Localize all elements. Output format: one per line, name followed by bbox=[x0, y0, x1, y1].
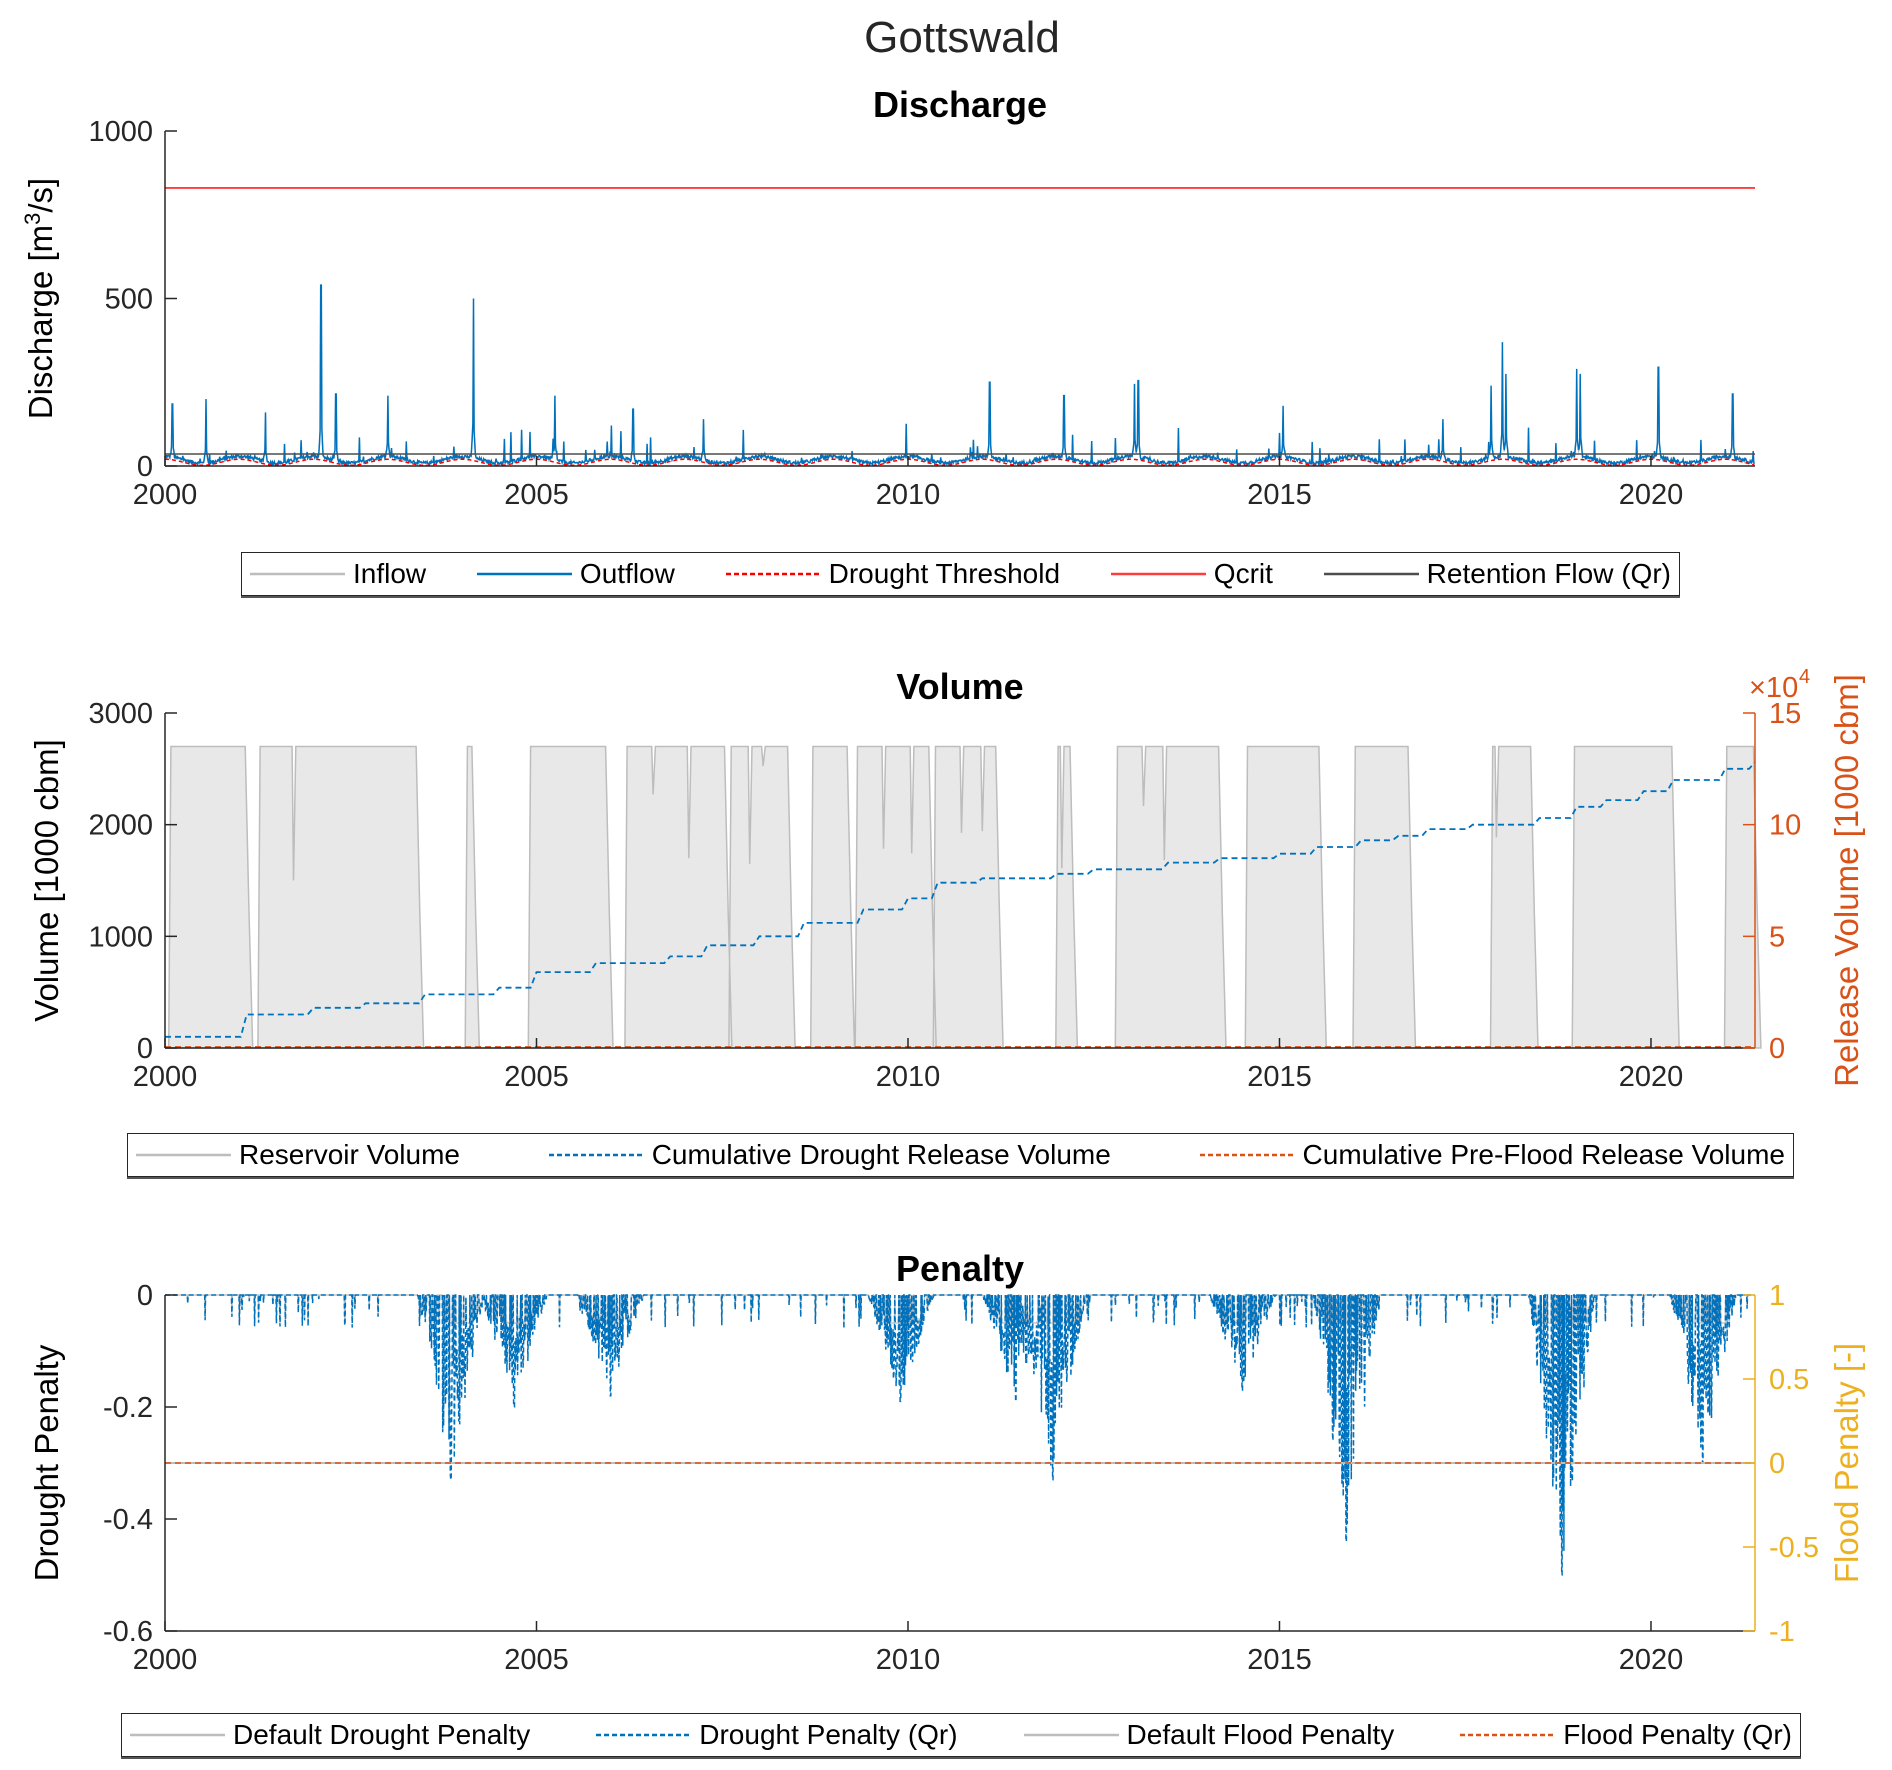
drought-threshold-series bbox=[165, 458, 1755, 467]
y-axis-label: Volume [1000 cbm] bbox=[28, 739, 65, 1022]
y-tick-label: 1000 bbox=[88, 921, 153, 953]
legend-item[interactable]: Default Drought Penalty bbox=[130, 1719, 530, 1751]
x-tick-label: 2000 bbox=[133, 1644, 198, 1676]
legend-label: Retention Flow (Qr) bbox=[1426, 558, 1671, 589]
legend-label: Inflow bbox=[353, 558, 427, 589]
reservoir-volume-area bbox=[165, 745, 1762, 1049]
legend-item[interactable]: Flood Penalty (Qr) bbox=[1460, 1719, 1792, 1751]
right-y-tick-label: 0 bbox=[1769, 1033, 1785, 1065]
legend-label: Cumulative Pre-Flood Release Volume bbox=[1302, 1139, 1785, 1170]
inflow-series bbox=[164, 302, 1755, 468]
right-y-axis-label: Release Volume [1000 cbm] bbox=[1828, 674, 1865, 1087]
y-tick-label: 3000 bbox=[88, 698, 153, 730]
right-y-tick-label: -0.5 bbox=[1769, 1532, 1819, 1564]
drought-penalty-qr-series bbox=[165, 1292, 1755, 1576]
right-y-tick-label: 0.5 bbox=[1769, 1364, 1809, 1396]
legend-line-sample-icon bbox=[1323, 572, 1419, 576]
right-axis-exponent: ×10 bbox=[1749, 672, 1798, 704]
x-tick-label: 2005 bbox=[504, 1644, 569, 1676]
right-y-axis-label: Flood Penalty [-] bbox=[1828, 1343, 1865, 1583]
y-axis-label-sup: 3 bbox=[20, 213, 45, 225]
y-tick-label: 1000 bbox=[88, 116, 153, 148]
x-tick-label: 2000 bbox=[133, 479, 198, 511]
right-axis-exponent-power: 4 bbox=[1799, 666, 1810, 688]
right-y-tick-label: 10 bbox=[1769, 810, 1801, 842]
discharge-legend[interactable]: Inflow Outflow Drought Threshold Qcrit Reten… bbox=[241, 552, 1680, 596]
y-tick-label: 0 bbox=[137, 1033, 153, 1065]
right-y-tick-label: 5 bbox=[1769, 921, 1785, 953]
right-y-tick-label: 0 bbox=[1769, 1448, 1785, 1480]
y-tick-label: -0.6 bbox=[103, 1616, 153, 1648]
legend-label: Default Flood Penalty bbox=[1126, 1719, 1395, 1750]
x-tick-label: 2015 bbox=[1247, 1061, 1312, 1093]
y-tick-label: 500 bbox=[105, 284, 153, 316]
axes-title: Discharge bbox=[873, 84, 1047, 125]
y-tick-label: 2000 bbox=[88, 810, 153, 842]
x-tick-label: 2010 bbox=[876, 479, 941, 511]
x-tick-label: 2020 bbox=[1619, 479, 1684, 511]
y-tick-label: 0 bbox=[137, 451, 153, 483]
volume-axes: Volume 2000 2005 2010 2015 2020 0 1000 2000 3000 0… bbox=[28, 666, 1865, 1093]
penalty-legend[interactable]: Default Drought Penalty Drought Penalty (… bbox=[121, 1713, 1801, 1757]
legend-line-sample-icon bbox=[1199, 1153, 1295, 1157]
legend-item[interactable]: Drought Penalty (Qr) bbox=[596, 1719, 958, 1751]
legend-label: Flood Penalty (Qr) bbox=[1563, 1719, 1792, 1750]
discharge-axes: Discharge 2000 2005 2010 2015 2020 0 500 1000 Dis… bbox=[20, 84, 1756, 511]
volume-legend[interactable]: Reservoir Volume Cumulative Drought Relea… bbox=[127, 1133, 1794, 1177]
legend-line-sample-icon bbox=[1023, 1733, 1119, 1737]
axes-title: Volume bbox=[896, 666, 1023, 707]
x-tick-label: 2005 bbox=[504, 479, 569, 511]
y-tick-label: -0.4 bbox=[103, 1504, 153, 1536]
legend-label: Cumulative Drought Release Volume bbox=[651, 1139, 1111, 1170]
x-tick-label: 2015 bbox=[1247, 479, 1312, 511]
right-y-tick-label: 1 bbox=[1769, 1280, 1785, 1312]
legend-line-sample-icon bbox=[250, 572, 345, 576]
legend-line-sample-icon bbox=[1110, 572, 1206, 576]
legend-item[interactable]: Retention Flow (Qr) bbox=[1323, 558, 1671, 590]
y-axis-label: Discharge [m3/s] bbox=[20, 178, 59, 419]
y-axis-label-main: Discharge [m bbox=[22, 225, 59, 419]
legend-item[interactable]: Default Flood Penalty bbox=[1023, 1719, 1395, 1751]
y-tick-label: -0.2 bbox=[103, 1392, 153, 1424]
legend-item[interactable]: Inflow bbox=[250, 558, 426, 590]
penalty-axes: Penalty 2000 2005 2010 2015 2020 -0.6 -0.4 -0.2 0… bbox=[28, 1248, 1865, 1676]
figure-title: Gottswald bbox=[864, 13, 1060, 62]
y-tick-label: 0 bbox=[137, 1280, 153, 1312]
legend-label: Outflow bbox=[579, 558, 675, 589]
legend-line-sample-icon bbox=[596, 1733, 692, 1737]
legend-line-sample-icon bbox=[725, 572, 821, 576]
x-tick-label: 2020 bbox=[1619, 1061, 1684, 1093]
legend-line-sample-icon bbox=[130, 1733, 225, 1737]
x-tick-label: 2010 bbox=[876, 1061, 941, 1093]
right-y-tick-label: -1 bbox=[1769, 1616, 1795, 1648]
axes-title: Penalty bbox=[896, 1248, 1024, 1289]
x-tick-label: 2010 bbox=[876, 1644, 941, 1676]
legend-item[interactable]: Outflow bbox=[476, 558, 675, 590]
x-tick-label: 2015 bbox=[1247, 1644, 1312, 1676]
legend-label: Qcrit bbox=[1213, 558, 1273, 589]
legend-line-sample-icon bbox=[548, 1153, 644, 1157]
legend-label: Default Drought Penalty bbox=[233, 1719, 531, 1750]
legend-label: Reservoir Volume bbox=[239, 1139, 460, 1170]
x-tick-label: 2000 bbox=[133, 1061, 198, 1093]
default-drought-penalty-series bbox=[165, 1292, 1755, 1325]
x-tick-label: 2005 bbox=[504, 1061, 569, 1093]
legend-label: Drought Threshold bbox=[828, 558, 1061, 589]
legend-item[interactable]: Drought Threshold bbox=[725, 558, 1061, 590]
x-tick-label: 2020 bbox=[1619, 1644, 1684, 1676]
legend-item[interactable]: Cumulative Drought Release Volume bbox=[548, 1139, 1111, 1171]
legend-item[interactable]: Qcrit bbox=[1110, 558, 1273, 590]
outflow-series bbox=[165, 284, 1756, 468]
cumulative-drought-release-series bbox=[165, 761, 1756, 1038]
legend-item[interactable]: Reservoir Volume bbox=[136, 1139, 460, 1171]
legend-line-sample-icon bbox=[136, 1153, 231, 1157]
legend-line-sample-icon bbox=[476, 572, 572, 576]
y-axis-label: Drought Penalty bbox=[28, 1344, 65, 1581]
legend-label: Drought Penalty (Qr) bbox=[699, 1719, 958, 1750]
legend-item[interactable]: Cumulative Pre-Flood Release Volume bbox=[1199, 1139, 1785, 1171]
y-axis-label-tail: /s] bbox=[22, 178, 59, 213]
right-y-tick-label: 15 bbox=[1769, 698, 1801, 730]
legend-line-sample-icon bbox=[1460, 1733, 1556, 1737]
